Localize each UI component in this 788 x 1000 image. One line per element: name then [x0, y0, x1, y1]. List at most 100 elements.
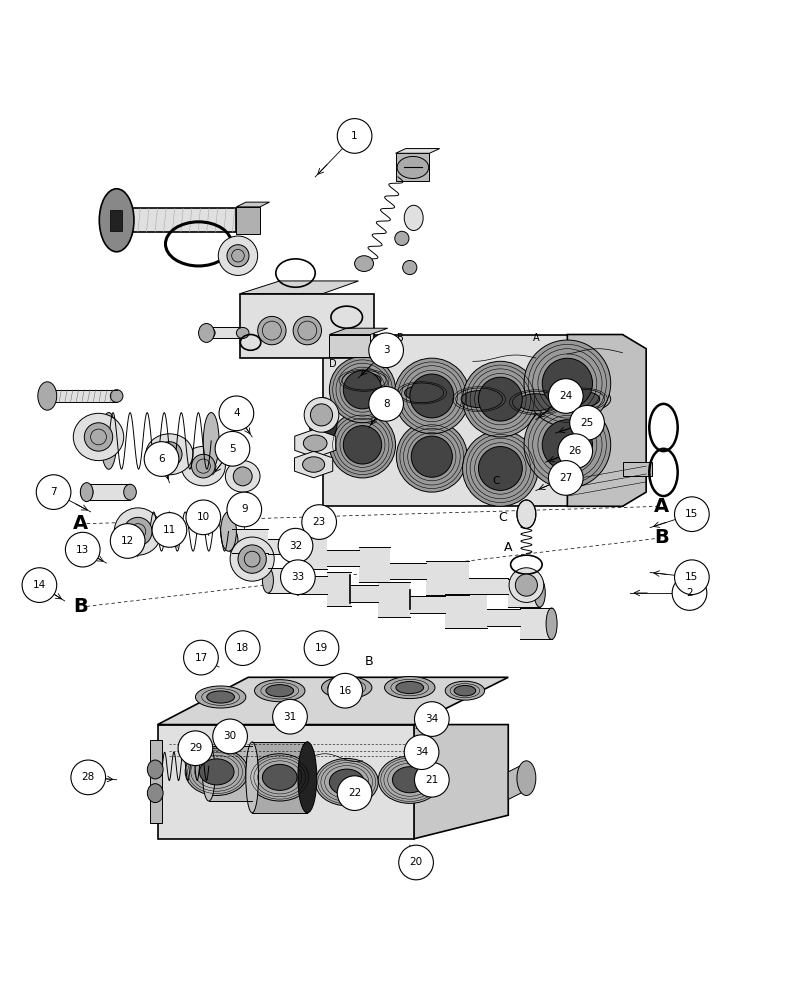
Polygon shape	[232, 529, 268, 553]
Polygon shape	[209, 327, 243, 338]
Text: 16: 16	[339, 686, 351, 696]
Ellipse shape	[344, 426, 381, 464]
Ellipse shape	[567, 392, 600, 407]
Polygon shape	[295, 451, 333, 478]
Circle shape	[304, 631, 339, 665]
Ellipse shape	[329, 357, 396, 423]
Polygon shape	[487, 609, 520, 626]
Circle shape	[22, 568, 57, 602]
Text: 3: 3	[383, 345, 389, 355]
Ellipse shape	[191, 454, 215, 478]
Circle shape	[225, 631, 260, 665]
Ellipse shape	[181, 446, 225, 486]
Ellipse shape	[303, 435, 327, 452]
Circle shape	[369, 333, 403, 368]
Text: 17: 17	[195, 653, 207, 663]
Ellipse shape	[199, 759, 234, 785]
Ellipse shape	[43, 390, 55, 402]
Ellipse shape	[298, 742, 317, 813]
Text: 22: 22	[348, 788, 361, 798]
Text: 18: 18	[236, 643, 249, 653]
Polygon shape	[329, 335, 370, 357]
Ellipse shape	[227, 529, 238, 553]
Ellipse shape	[221, 512, 236, 551]
Polygon shape	[329, 328, 388, 335]
Text: B: B	[397, 333, 403, 343]
Ellipse shape	[124, 517, 152, 546]
Ellipse shape	[195, 686, 246, 708]
Ellipse shape	[266, 685, 294, 697]
Ellipse shape	[227, 245, 249, 267]
Ellipse shape	[542, 420, 593, 470]
Ellipse shape	[185, 748, 248, 796]
Polygon shape	[296, 576, 327, 594]
Polygon shape	[236, 207, 260, 234]
Ellipse shape	[546, 608, 557, 639]
Ellipse shape	[454, 685, 476, 696]
Circle shape	[302, 505, 336, 539]
Text: 28: 28	[82, 772, 95, 782]
Circle shape	[110, 524, 145, 558]
Ellipse shape	[329, 769, 364, 795]
Text: 33: 33	[292, 572, 304, 582]
Circle shape	[675, 560, 709, 595]
Ellipse shape	[347, 373, 381, 388]
Ellipse shape	[38, 382, 57, 410]
Circle shape	[144, 442, 179, 476]
Ellipse shape	[410, 374, 454, 418]
Ellipse shape	[233, 467, 252, 486]
Text: 20: 20	[410, 857, 422, 867]
Polygon shape	[236, 202, 269, 207]
Ellipse shape	[84, 423, 113, 451]
Circle shape	[281, 560, 315, 595]
Ellipse shape	[80, 484, 93, 500]
Polygon shape	[414, 725, 508, 839]
Text: 29: 29	[189, 743, 202, 753]
Text: C: C	[498, 511, 507, 524]
Polygon shape	[323, 335, 623, 506]
Ellipse shape	[301, 742, 314, 813]
Ellipse shape	[80, 483, 93, 502]
Ellipse shape	[411, 436, 452, 477]
Polygon shape	[520, 608, 552, 639]
Text: D: D	[322, 639, 332, 652]
Text: 15: 15	[686, 509, 698, 519]
Ellipse shape	[262, 568, 273, 593]
Polygon shape	[158, 725, 414, 839]
Ellipse shape	[146, 434, 193, 475]
Ellipse shape	[461, 391, 497, 408]
Circle shape	[273, 699, 307, 734]
Ellipse shape	[397, 156, 429, 178]
Circle shape	[178, 731, 213, 766]
Ellipse shape	[246, 746, 258, 801]
Text: 15: 15	[686, 572, 698, 582]
Ellipse shape	[110, 390, 123, 402]
Ellipse shape	[534, 579, 545, 607]
Circle shape	[399, 845, 433, 880]
Text: 10: 10	[197, 512, 210, 522]
Polygon shape	[252, 742, 307, 813]
Ellipse shape	[395, 231, 409, 245]
Ellipse shape	[449, 385, 509, 413]
Polygon shape	[240, 281, 359, 294]
Text: 7: 7	[50, 487, 57, 497]
Text: 1: 1	[351, 131, 358, 141]
Circle shape	[570, 405, 604, 440]
Text: 34: 34	[426, 714, 438, 724]
Ellipse shape	[310, 404, 333, 426]
Ellipse shape	[517, 500, 536, 528]
Ellipse shape	[394, 358, 470, 434]
Text: D: D	[329, 359, 336, 369]
Ellipse shape	[404, 205, 423, 231]
Ellipse shape	[509, 568, 544, 602]
Circle shape	[186, 500, 221, 535]
Circle shape	[152, 513, 187, 547]
Ellipse shape	[378, 756, 441, 803]
Ellipse shape	[542, 358, 593, 409]
Text: 11: 11	[163, 525, 176, 535]
Ellipse shape	[517, 761, 536, 796]
Ellipse shape	[248, 754, 311, 801]
Ellipse shape	[147, 784, 163, 803]
Text: 14: 14	[33, 580, 46, 590]
Circle shape	[328, 673, 362, 708]
